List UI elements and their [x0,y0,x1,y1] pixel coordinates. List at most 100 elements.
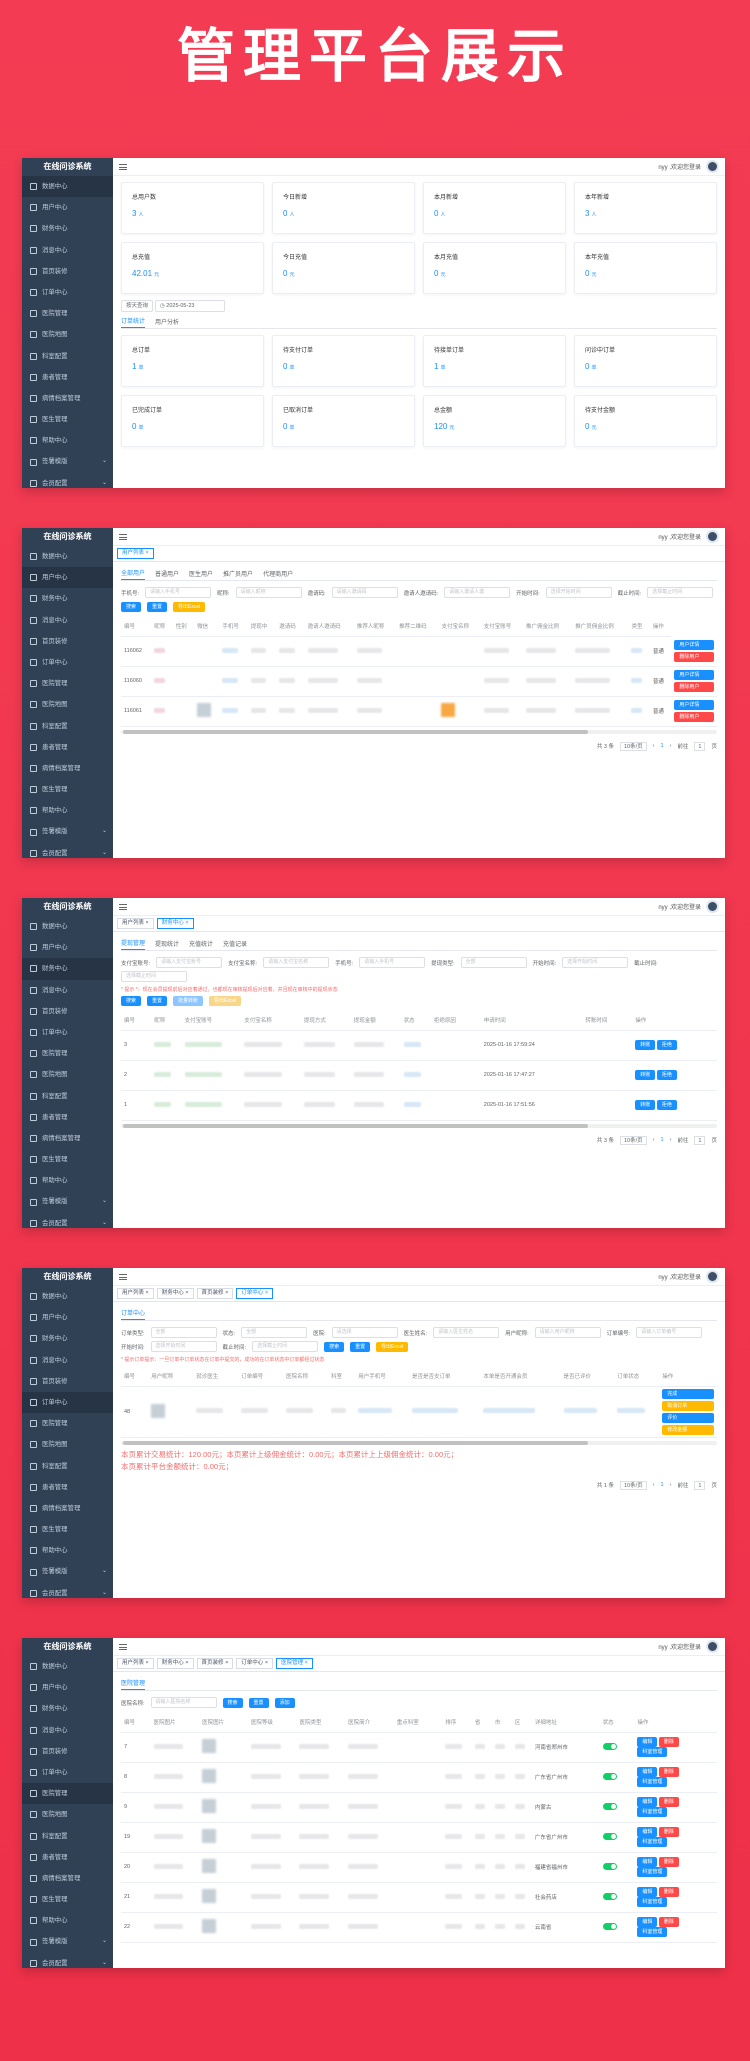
avatar[interactable] [706,1640,719,1653]
hamburger-icon[interactable] [119,533,127,540]
delete-user-button[interactable]: 删除用户 [674,682,714,692]
sidebar-item[interactable]: 医生管理 [22,779,113,800]
sidebar-item[interactable]: 医院管理 [22,673,113,694]
prev-page-icon[interactable]: ‹ [652,1482,655,1488]
close-icon[interactable]: × [263,1660,269,1666]
close-icon[interactable]: × [303,1660,308,1666]
close-icon[interactable]: × [144,1660,149,1666]
status-toggle[interactable] [602,1772,617,1780]
tag-item[interactable]: 订单中心 × [236,1658,274,1669]
reject-button[interactable]: 拒绝 [656,1040,677,1050]
export-button[interactable]: 导出Excel [173,602,206,612]
filter-input[interactable]: 选择截止时间 [252,1341,319,1352]
sidebar-item[interactable]: 医院地图 [22,324,113,345]
filter-input[interactable]: 请输入订单编号 [636,1327,703,1338]
user-detail-button[interactable]: 用户详情 [674,700,714,710]
sidebar-item[interactable]: 会员配置 ⌄ [22,1583,113,1598]
edit-amount-button[interactable]: 修改金额 [662,1424,714,1435]
sidebar-item[interactable]: 财务中心 [22,588,113,609]
delete-button[interactable]: 删除 [658,1767,679,1777]
sidebar-item[interactable]: 帮助中心 [22,1170,113,1191]
sidebar-item[interactable]: 医院管理 [22,1043,113,1064]
sidebar-item[interactable]: 医院地图 [22,694,113,715]
tag-item[interactable]: 财务中心 × [156,918,194,929]
sidebar-item[interactable]: 首页装修 [22,1741,113,1762]
complete-button[interactable]: 完成 [662,1388,714,1399]
sidebar-item[interactable]: 签署模版 ⌄ [22,821,113,842]
status-toggle[interactable] [602,1922,617,1930]
sidebar-item[interactable]: 科室配置 [22,1086,113,1107]
sub-tab[interactable]: 全部用户 [121,568,146,580]
user-detail-button[interactable]: 用户详情 [674,639,714,650]
sidebar-item[interactable]: 科室配置 [22,1826,113,1847]
action-button[interactable]: 重置 [350,1341,371,1352]
status-toggle[interactable] [602,1832,617,1840]
add-button[interactable]: 添加 [274,1697,295,1708]
sub-tab[interactable]: 提现统计 [155,942,180,948]
sidebar-item[interactable]: 医生管理 [22,409,113,430]
sidebar-item[interactable]: 科室配置 [22,346,113,367]
next-page-icon[interactable]: › [669,1137,672,1143]
sub-tab[interactable]: 充值统计 [189,942,214,948]
delete-user-button[interactable]: 删除用户 [674,712,714,722]
sidebar-item[interactable]: 会员配置 ⌄ [22,1213,113,1228]
action-button[interactable]: 搜索 [324,1341,345,1352]
transfer-button[interactable]: 转账 [635,1070,656,1080]
sidebar-item[interactable]: 签署模版 ⌄ [22,1561,113,1582]
filter-input[interactable]: 请输入支付宝名称 [263,957,330,968]
table-scrollbar[interactable] [121,1123,717,1128]
filter-input[interactable]: 选择开始时间 [562,957,629,968]
sidebar-item[interactable]: 首页装修 [22,1371,113,1392]
status-toggle[interactable] [602,1802,617,1810]
export-button[interactable]: 导出Excel [209,996,242,1006]
hamburger-icon[interactable] [119,903,127,910]
reject-button[interactable]: 拒绝 [656,1070,677,1080]
filter-input[interactable]: 请输入昵称 [235,587,302,598]
sidebar-item[interactable]: 首页装修 [22,1001,113,1022]
filter-input[interactable]: 请输入用户昵称 [534,1327,601,1338]
tab-user-analysis[interactable]: 用户分析 [155,320,180,326]
evaluate-button[interactable]: 评价 [662,1412,714,1423]
edit-button[interactable]: 编辑 [637,1827,658,1837]
sidebar-item[interactable]: 病情档案管理 [22,758,113,779]
search-button[interactable]: 搜索 [121,996,142,1006]
delete-button[interactable]: 删除 [658,1917,679,1927]
sidebar-item[interactable]: 病情档案管理 [22,1128,113,1149]
close-icon[interactable]: × [263,1290,269,1296]
sidebar-item[interactable]: 订单中心 [22,1391,113,1414]
sidebar-item[interactable]: 订单中心 [22,1022,113,1043]
status-toggle[interactable] [602,1892,617,1900]
sidebar-item[interactable]: 科室配置 [22,1456,113,1477]
avatar[interactable] [706,900,719,913]
sidebar-item[interactable]: 医院地图 [22,1434,113,1455]
page-size-select[interactable]: 10条/页 [620,741,647,751]
edit-button[interactable]: 编辑 [637,1917,658,1927]
query-mode-select[interactable]: 按天查询 [121,300,154,312]
transfer-button[interactable]: 转账 [635,1040,656,1050]
close-icon[interactable]: × [144,920,149,926]
avatar[interactable] [706,530,719,543]
close-icon[interactable]: × [183,1290,189,1296]
reset-button[interactable]: 重置 [147,602,168,612]
sidebar-item[interactable]: 医生管理 [22,1519,113,1540]
page-number[interactable]: 1 [660,743,664,749]
status-toggle[interactable] [602,1742,617,1750]
filter-input[interactable]: 请输入手机号 [359,957,426,968]
sidebar-item[interactable]: 医生管理 [22,1889,113,1910]
batch-transfer-button[interactable]: 批量转账 [173,996,204,1006]
sidebar-item[interactable]: 订单中心 [22,1762,113,1783]
hospital-name-input[interactable]: 请输入医院名称 [150,1697,217,1708]
sidebar-item[interactable]: 订单中心 [22,282,113,303]
sub-tab[interactable]: 普通用户 [155,572,180,578]
sidebar-item[interactable]: 消息中心 [22,1720,113,1741]
department-manage-button[interactable]: 科室管理 [637,1807,668,1817]
page-size-select[interactable]: 10条/页 [620,1480,647,1490]
close-icon[interactable]: × [223,1290,229,1296]
department-manage-button[interactable]: 科室管理 [637,1927,668,1937]
tag-item[interactable]: 财务中心 × [156,1288,194,1299]
avatar[interactable] [706,1270,719,1283]
next-page-icon[interactable]: › [669,743,672,749]
sidebar-item[interactable]: 签署模版 ⌄ [22,1931,113,1952]
sidebar-item[interactable]: 患者管理 [22,737,113,758]
edit-button[interactable]: 编辑 [637,1887,658,1897]
